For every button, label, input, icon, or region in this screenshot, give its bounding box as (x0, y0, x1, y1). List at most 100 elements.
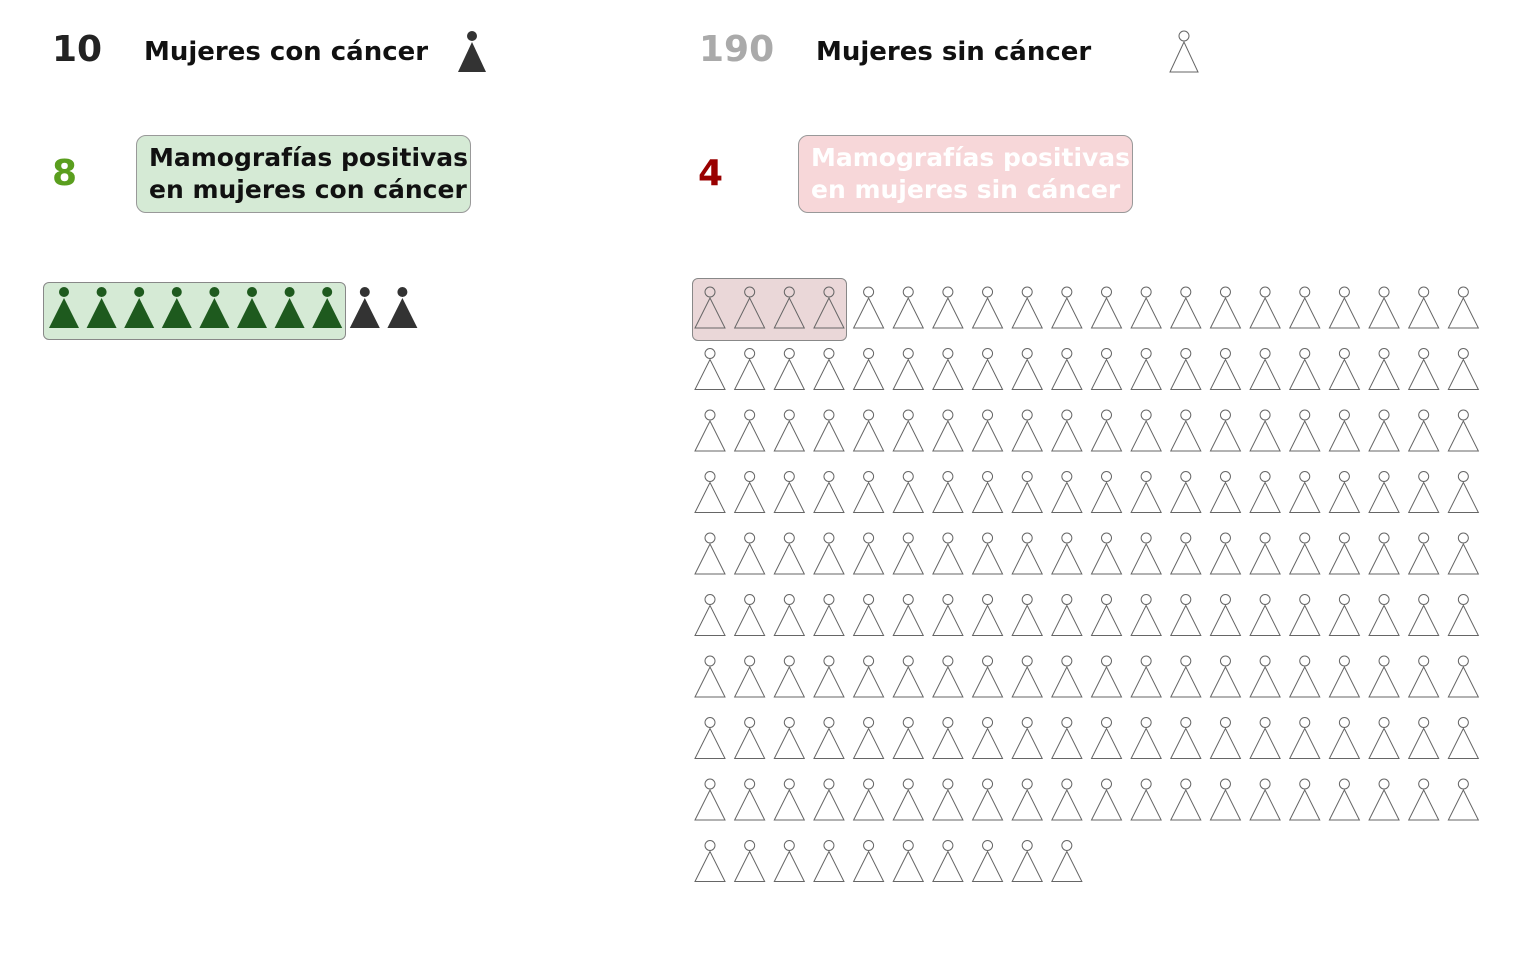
woman-without-cancer-icon (971, 286, 1004, 329)
woman-without-cancer-icon (971, 655, 1004, 698)
woman-without-cancer-icon (852, 778, 885, 821)
without-cancer-label: Mujeres sin cáncer (816, 37, 1092, 67)
woman-without-cancer-icon (932, 409, 964, 452)
woman-without-cancer-icon (892, 594, 925, 636)
woman-without-cancer-icon (1090, 717, 1123, 759)
woman-positive-without-cancer-icon (733, 286, 766, 329)
woman-filled-icon (458, 31, 486, 72)
woman-without-cancer-icon (1368, 471, 1400, 513)
woman-without-cancer-icon (1011, 348, 1044, 390)
woman-without-cancer-icon (1090, 655, 1123, 698)
woman-without-cancer-icon (932, 532, 964, 575)
woman-without-cancer-icon (892, 717, 925, 759)
woman-without-cancer-icon (892, 471, 925, 513)
woman-without-cancer-icon (1328, 778, 1361, 821)
woman-without-cancer-icon (1011, 532, 1044, 575)
woman-without-cancer-icon (1209, 655, 1242, 698)
woman-without-cancer-icon (1051, 286, 1083, 329)
woman-without-cancer-icon (852, 655, 885, 698)
woman-without-cancer-icon (1011, 409, 1044, 452)
woman-without-cancer-icon (1328, 409, 1361, 452)
woman-without-cancer-icon (1328, 286, 1361, 329)
woman-without-cancer-icon (1169, 348, 1202, 390)
woman-without-cancer-icon (813, 409, 845, 452)
woman-without-cancer-icon (1051, 348, 1083, 390)
woman-without-cancer-icon (971, 471, 1004, 513)
woman-with-cancer-icon (387, 287, 418, 328)
woman-without-cancer-icon (1051, 594, 1083, 636)
woman-without-cancer-icon (1368, 532, 1400, 575)
woman-without-cancer-icon (852, 532, 885, 575)
woman-without-cancer-icon (1051, 532, 1083, 575)
woman-without-cancer-icon (694, 532, 726, 575)
woman-without-cancer-icon (1169, 655, 1202, 698)
woman-without-cancer-icon (1447, 778, 1480, 821)
woman-without-cancer-icon (892, 840, 925, 882)
woman-without-cancer-icon (813, 532, 845, 575)
woman-without-cancer-icon (1209, 286, 1242, 329)
woman-without-cancer-icon (1447, 286, 1480, 329)
woman-without-cancer-icon (1051, 471, 1083, 513)
woman-without-cancer-icon (971, 840, 1004, 882)
woman-without-cancer-icon (1407, 655, 1440, 698)
positive-without-cancer-label-line1: Mamografías positivas (811, 143, 1131, 172)
woman-without-cancer-icon (773, 655, 806, 698)
woman-without-cancer-icon (1328, 717, 1361, 759)
woman-without-cancer-icon (733, 717, 766, 759)
woman-without-cancer-icon (1169, 471, 1202, 513)
woman-without-cancer-icon (733, 409, 766, 452)
woman-without-cancer-icon (1249, 532, 1281, 575)
woman-without-cancer-icon (813, 594, 845, 636)
woman-without-cancer-icon (892, 778, 925, 821)
woman-without-cancer-icon (1407, 409, 1440, 452)
woman-without-cancer-icon (971, 409, 1004, 452)
woman-without-cancer-icon (1249, 471, 1281, 513)
woman-without-cancer-icon (1169, 286, 1202, 329)
woman-without-cancer-icon (852, 717, 885, 759)
woman-without-cancer-icon (932, 594, 964, 636)
woman-without-cancer-icon (1090, 409, 1123, 452)
woman-without-cancer-icon (892, 348, 925, 390)
woman-without-cancer-icon (1130, 286, 1162, 329)
woman-without-cancer-icon (733, 655, 766, 698)
woman-without-cancer-icon (971, 532, 1004, 575)
woman-without-cancer-icon (694, 655, 726, 698)
woman-without-cancer-icon (1249, 655, 1281, 698)
woman-without-cancer-icon (1447, 409, 1480, 452)
positive-without-cancer-label-line2: en mujeres sin cáncer (811, 175, 1121, 204)
woman-without-cancer-icon (1447, 655, 1480, 698)
woman-without-cancer-icon (852, 348, 885, 390)
woman-without-cancer-icon (773, 717, 806, 759)
woman-without-cancer-icon (1288, 778, 1321, 821)
woman-positive-with-cancer-icon (312, 287, 343, 328)
woman-without-cancer-icon (1447, 348, 1480, 390)
woman-without-cancer-icon (1169, 717, 1202, 759)
woman-without-cancer-icon (1447, 717, 1480, 759)
woman-without-cancer-icon (892, 409, 925, 452)
woman-without-cancer-icon (892, 532, 925, 575)
woman-without-cancer-icon (1288, 471, 1321, 513)
positive-without-cancer-count: 4 (698, 153, 724, 194)
positive-without-cancer-label: Mamografías positivas en mujeres sin cán… (798, 135, 1133, 213)
woman-without-cancer-icon (1368, 348, 1400, 390)
woman-without-cancer-icon (932, 717, 964, 759)
woman-without-cancer-icon (971, 594, 1004, 636)
woman-outline-icon (1169, 30, 1199, 73)
woman-without-cancer-icon (1407, 286, 1440, 329)
woman-without-cancer-icon (971, 778, 1004, 821)
woman-without-cancer-icon (1130, 409, 1162, 452)
woman-without-cancer-icon (1407, 348, 1440, 390)
woman-without-cancer-icon (733, 471, 766, 513)
woman-without-cancer-icon (1011, 840, 1044, 882)
woman-without-cancer-icon (1328, 594, 1361, 636)
woman-without-cancer-icon (1328, 471, 1361, 513)
woman-without-cancer-icon (1090, 532, 1123, 575)
woman-without-cancer-icon (733, 840, 766, 882)
woman-without-cancer-icon (813, 840, 845, 882)
woman-without-cancer-icon (1328, 655, 1361, 698)
woman-without-cancer-icon (852, 840, 885, 882)
woman-without-cancer-icon (1130, 471, 1162, 513)
woman-without-cancer-icon (1249, 409, 1281, 452)
woman-positive-with-cancer-icon (124, 287, 155, 328)
woman-without-cancer-icon (1011, 594, 1044, 636)
